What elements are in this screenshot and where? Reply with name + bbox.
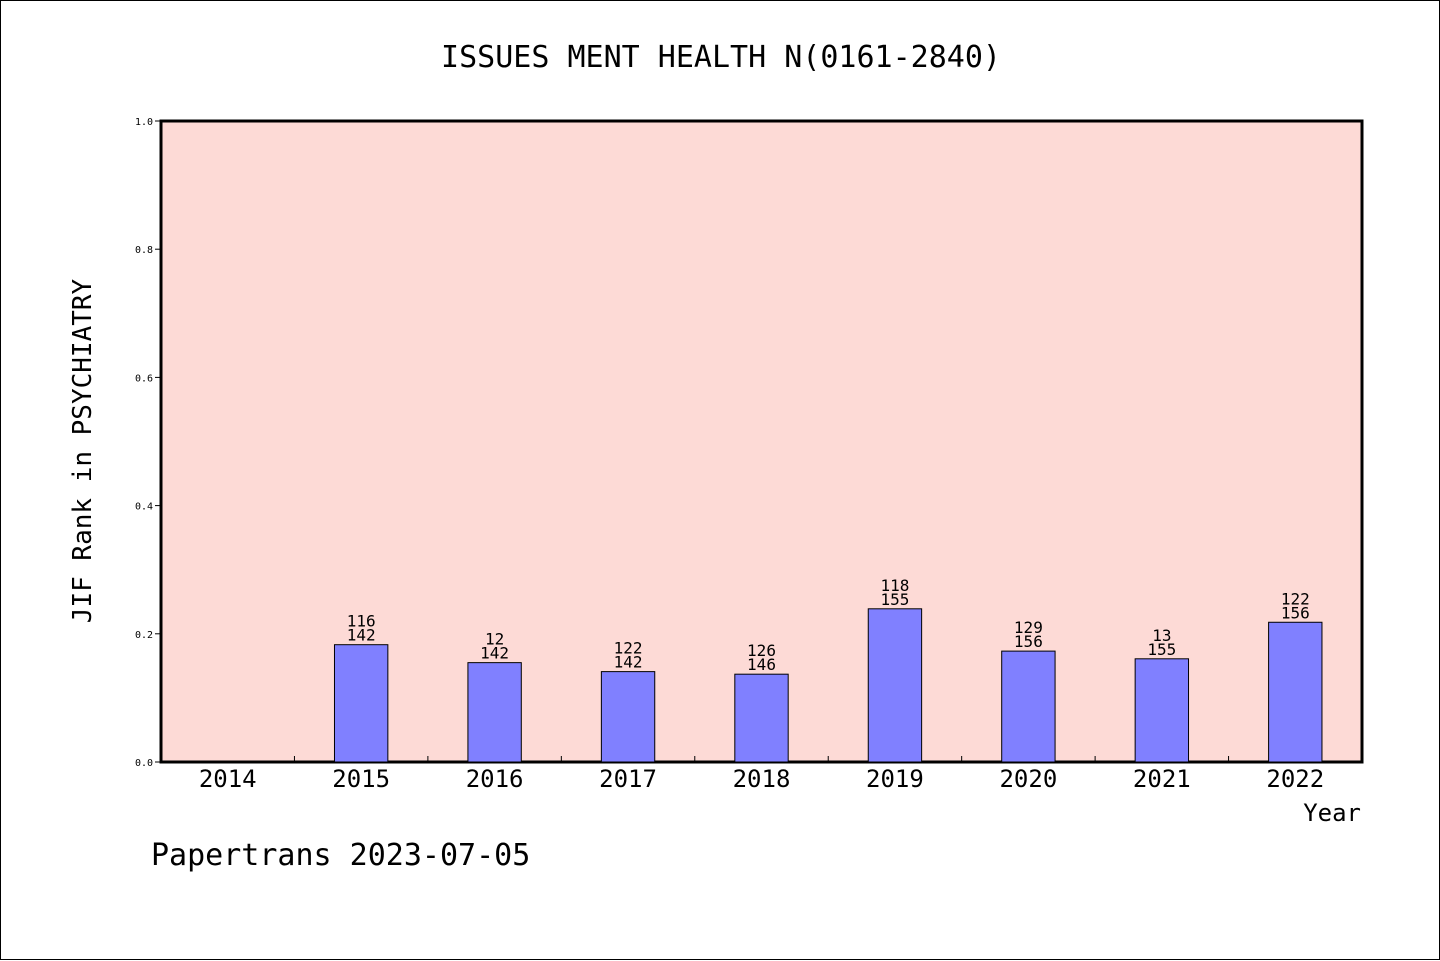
bar-label-total: 142 xyxy=(614,653,643,672)
bar-label-rank: 13 xyxy=(1152,626,1171,645)
bar-label-total: 142 xyxy=(347,626,376,645)
bar-label-total: 142 xyxy=(480,644,509,663)
bar-label-rank: 129 xyxy=(1014,618,1043,637)
x-tick-label: 2021 xyxy=(1133,765,1191,793)
y-tick-label: 1.0 xyxy=(135,117,153,128)
bar-series xyxy=(333,608,1323,763)
footer-credit: Papertrans 2023-07-05 xyxy=(151,838,530,873)
x-tick-label: 2014 xyxy=(199,765,257,793)
bar-label-total: 155 xyxy=(880,590,909,609)
x-axis: 2014 2015 2016 2017 2018 2019 2020 2021 2022 xyxy=(199,756,1324,793)
bar-label-total: 146 xyxy=(747,655,776,674)
y-tick-label: 0.0 xyxy=(135,758,153,769)
bar-2022 xyxy=(1268,621,1323,763)
x-tick-label: 2019 xyxy=(866,765,924,793)
x-tick-label: 2016 xyxy=(466,765,524,793)
bar-label-rank: 116 xyxy=(347,612,376,631)
x-tick-label: 2022 xyxy=(1266,765,1324,793)
x-tick-label: 2015 xyxy=(332,765,390,793)
y-tick-label: 0.4 xyxy=(135,502,153,513)
bar-label-total: 155 xyxy=(1147,640,1176,659)
bar-2019 xyxy=(867,608,923,763)
bar-2015 xyxy=(333,644,389,763)
bar-2016 xyxy=(467,662,522,763)
bar-label-rank: 12 xyxy=(485,630,504,649)
x-tick-label: 2017 xyxy=(599,765,657,793)
bar-label-total: 156 xyxy=(1014,632,1043,651)
y-axis: 0.0 0.2 0.4 0.6 0.8 1.0 xyxy=(135,117,161,769)
x-axis-label: Year xyxy=(1303,799,1361,827)
bar-label-rank: 122 xyxy=(1281,589,1310,608)
bar-2017 xyxy=(600,671,656,763)
x-tick-label: 2020 xyxy=(999,765,1057,793)
bar-2018 xyxy=(734,673,789,763)
bar-label-rank: 118 xyxy=(880,576,909,595)
bar-label-total: 156 xyxy=(1281,603,1310,622)
chart-title: ISSUES MENT HEALTH N(0161-2840) xyxy=(441,40,1001,75)
y-axis-label: JIF Rank in PSYCHIATRY xyxy=(68,278,98,623)
y-tick-label: 0.8 xyxy=(135,245,153,256)
bar-label-rank: 122 xyxy=(614,639,643,658)
bar-2021 xyxy=(1134,658,1190,763)
y-tick-label: 0.2 xyxy=(135,630,153,641)
bar-label-rank: 126 xyxy=(747,641,776,660)
bar-2020 xyxy=(1001,650,1056,763)
x-tick-label: 2018 xyxy=(733,765,791,793)
y-tick-label: 0.6 xyxy=(135,373,153,384)
